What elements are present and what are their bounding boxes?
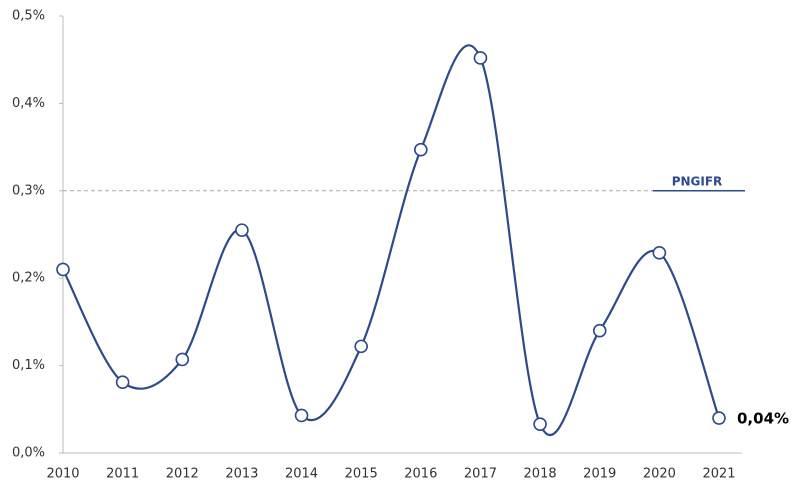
y-tick-label: 0,4%	[12, 96, 45, 111]
x-tick-label: 2013	[225, 467, 258, 482]
x-tick-label: 2016	[404, 467, 437, 482]
y-tick-label: 0,3%	[12, 183, 45, 198]
x-tick-label: 2010	[46, 467, 79, 482]
x-tick-label: 2017	[464, 467, 497, 482]
x-tick-label: 2018	[524, 467, 557, 482]
series-line	[62, 44, 721, 436]
x-tick-label: 2021	[702, 467, 735, 482]
y-tick-label: 0,0%	[12, 446, 45, 461]
x-tick-label: 2014	[285, 467, 318, 482]
data-point	[235, 223, 249, 237]
x-tick-label: 2015	[345, 467, 378, 482]
x-tick-label: 2012	[166, 467, 199, 482]
y-tick-label: 0,2%	[12, 271, 45, 286]
x-tick-label: 2020	[643, 467, 676, 482]
reference-label: PNGIFR	[672, 174, 723, 188]
data-point	[533, 417, 547, 431]
data-point	[592, 323, 607, 338]
y-tick-label: 0,1%	[12, 358, 45, 373]
y-tick-label: 0,5%	[12, 9, 45, 24]
data-point	[652, 246, 667, 260]
data-point	[56, 262, 70, 277]
data-point	[175, 352, 190, 367]
data-point	[294, 408, 309, 423]
data-point	[414, 142, 428, 157]
x-tick-label: 2011	[106, 467, 139, 482]
data-label: 0,04%	[737, 410, 789, 428]
x-tick-label: 2019	[583, 467, 616, 482]
data-point	[354, 339, 368, 354]
data-point	[473, 51, 488, 65]
data-point	[115, 375, 130, 390]
data-point	[712, 411, 726, 425]
